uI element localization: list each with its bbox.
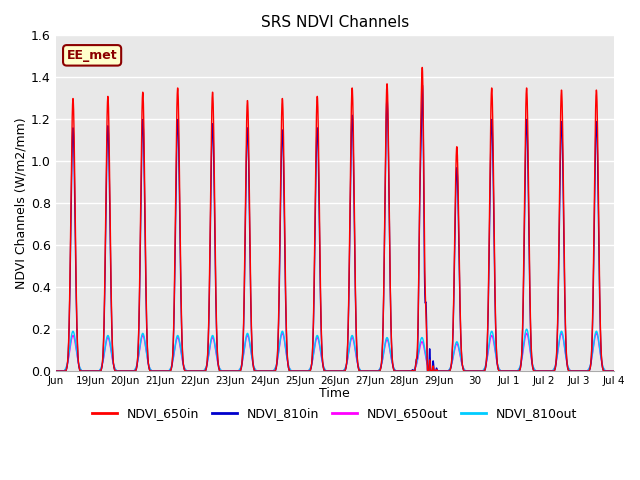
NDVI_650in [456, 272, 463, 277]
NDVI_810in [456, 281, 463, 287]
NDVI_810out [52, 368, 60, 374]
NDVI_650out [166, 367, 173, 372]
NDVI_650in [52, 368, 60, 374]
NDVI_650in [492, 294, 499, 300]
NDVI_650out [406, 368, 414, 374]
NDVI_650in [525, 190, 532, 196]
Legend: NDVI_650in, NDVI_810in, NDVI_650out, NDVI_810out: NDVI_650in, NDVI_810in, NDVI_650out, NDV… [87, 402, 582, 425]
NDVI_810out [456, 347, 463, 353]
NDVI_650out [278, 331, 286, 336]
NDVI_810out [523, 326, 531, 332]
Line: NDVI_650out: NDVI_650out [56, 334, 614, 371]
NDVI_810in [492, 302, 499, 308]
NDVI_650out [492, 348, 499, 354]
NDVI_810out [525, 334, 532, 340]
NDVI_650in [406, 368, 414, 374]
NDVI_810in [52, 368, 60, 374]
Text: EE_met: EE_met [67, 49, 117, 62]
NDVI_810in [419, 83, 426, 88]
NDVI_810in [406, 368, 414, 374]
NDVI_810in [525, 210, 532, 216]
NDVI_650in [604, 368, 611, 374]
NDVI_650out [525, 337, 532, 343]
Line: NDVI_810in: NDVI_810in [56, 85, 614, 371]
Y-axis label: NDVI Channels (W/m2/mm): NDVI Channels (W/m2/mm) [15, 118, 28, 289]
NDVI_650out [52, 368, 60, 374]
NDVI_650in [419, 64, 426, 70]
Title: SRS NDVI Channels: SRS NDVI Channels [260, 15, 409, 30]
NDVI_650in [610, 368, 618, 374]
NDVI_810out [491, 345, 499, 350]
NDVI_810in [604, 368, 611, 374]
NDVI_650out [604, 368, 611, 374]
Line: NDVI_810out: NDVI_810out [56, 329, 614, 371]
NDVI_650out [610, 368, 618, 374]
NDVI_810in [166, 368, 173, 374]
NDVI_810out [406, 368, 414, 374]
NDVI_810out [610, 368, 618, 374]
NDVI_650out [456, 349, 463, 355]
NDVI_810out [166, 367, 173, 372]
NDVI_650in [166, 368, 173, 374]
Line: NDVI_650in: NDVI_650in [56, 67, 614, 371]
NDVI_810in [610, 368, 618, 374]
NDVI_810out [604, 368, 611, 374]
X-axis label: Time: Time [319, 387, 350, 400]
